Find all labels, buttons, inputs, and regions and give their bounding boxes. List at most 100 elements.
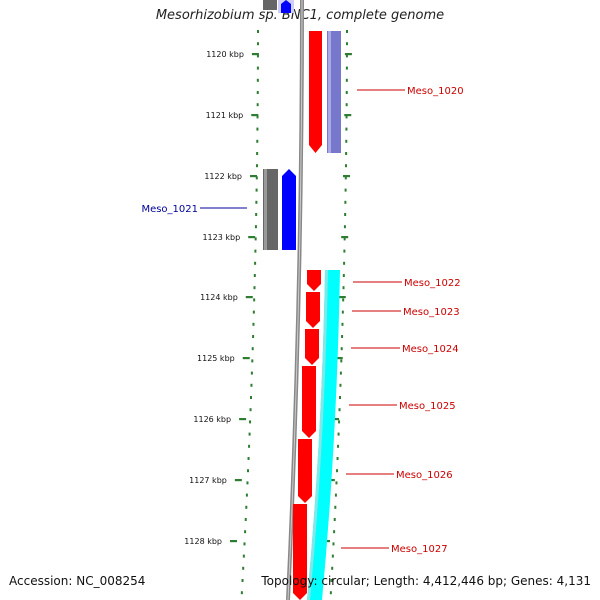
tick-dot-left (255, 164, 258, 168)
tick-dot-right (340, 359, 343, 363)
tick-dot-left (252, 322, 255, 326)
gene-arrow-meso-1023 (306, 292, 320, 328)
tick-mark-left (245, 296, 253, 299)
tick-dot-left (256, 54, 259, 58)
tick-label: 1120 kbp (206, 50, 244, 59)
tick-mark-left (239, 418, 247, 421)
tick-dot-right (345, 42, 348, 46)
tick-dot-left (249, 408, 252, 412)
tick-dot-left (251, 359, 254, 363)
tick-dot-left (253, 286, 256, 290)
gene-label: Meso_1023 (403, 307, 460, 318)
tick-dot-left (250, 371, 253, 375)
top-reverse-cds (263, 0, 277, 10)
tick-dot-right (341, 322, 344, 326)
tick-dot-left (255, 200, 258, 204)
tick-dot-left (247, 469, 250, 473)
tick-label: 1125 kbp (197, 354, 235, 363)
tick-marks: 1120 kbp 1121 kbp 1122 kbp 1123 kbp 1124 kbp… (184, 50, 352, 546)
tick-dot-left (250, 383, 253, 387)
backbone (286, 0, 304, 600)
tick-dot-right (344, 200, 347, 204)
tick-dot-left (256, 42, 259, 46)
tick-dot-right (345, 91, 348, 94)
tick-dot-left (247, 457, 250, 460)
tick-dot-right (343, 237, 346, 241)
tick-label: 1122 kbp (204, 172, 242, 181)
topology-text: Topology: circular; Length: 4,412,446 bp… (261, 574, 591, 588)
tick-dot-left (251, 347, 254, 351)
tick-dot-right (344, 164, 347, 168)
tick-dot-right (345, 103, 348, 107)
tick-dot-right (345, 30, 348, 33)
gene-labels: Meso_1020 Meso_1021 Meso_1022 Meso_1023 Meso… (141, 86, 463, 555)
tick-dot-left (244, 518, 247, 521)
tick-dot-right (339, 371, 342, 375)
tick-dot-right (336, 469, 339, 473)
gene-arrow-meso-1021 (282, 169, 296, 250)
tick-dot-right (333, 530, 336, 534)
tick-label: 1123 kbp (202, 233, 240, 242)
accession-text: Accession: NC_008254 (9, 574, 146, 588)
tick-dot-left (248, 444, 251, 448)
tick-dot-right (344, 188, 347, 192)
tick-dot-left (256, 115, 259, 119)
gene-arrow-meso-1020 (309, 31, 322, 153)
tick-dot-right (334, 505, 337, 509)
gene-arrow-meso-1026 (298, 439, 312, 503)
backbone-highlight (287, 0, 303, 600)
tick-mark-right (338, 296, 346, 299)
tick-dot-right (344, 213, 347, 216)
tick-dot-left (256, 30, 259, 33)
tick-dot-right (345, 54, 348, 58)
tick-mark-left (234, 479, 242, 482)
tick-dot-right (345, 66, 348, 70)
tick-label: 1128 kbp (184, 537, 222, 546)
tick-dot-left (250, 396, 253, 399)
tick-dot-left (254, 261, 257, 265)
tick-dot-right (332, 542, 335, 546)
tick-label: 1124 kbp (200, 293, 238, 302)
tick-dot-right (343, 261, 346, 265)
tick-dot-left (253, 298, 256, 302)
gene-label: Meso_1025 (399, 401, 456, 412)
top-reverse-gene (281, 0, 291, 13)
tick-dot-left (245, 493, 248, 497)
tick-dot-right (331, 554, 334, 558)
tick-dot-right (342, 286, 345, 290)
tick-dot-left (253, 274, 256, 277)
tick-label: 1126 kbp (193, 415, 231, 424)
tick-dot-left (246, 481, 249, 485)
tick-mark-left (251, 114, 259, 117)
tick-mark-left (248, 236, 256, 239)
tick-dot-right (345, 139, 348, 143)
cds-meso-1020-shade (328, 31, 331, 153)
tick-mark-right (341, 236, 349, 239)
tick-mark-right (332, 418, 340, 421)
tick-label: 1121 kbp (206, 111, 244, 120)
tick-dot-left (254, 249, 257, 253)
gene-label: Meso_1026 (396, 470, 453, 481)
tick-dot-left (252, 335, 255, 338)
tick-dot-right (338, 420, 341, 424)
cds-band-cyan-shade (307, 270, 328, 600)
tick-dot-left (256, 66, 259, 70)
tick-dot-left (256, 139, 259, 143)
tick-dot-right (340, 347, 343, 351)
tick-dot-right (345, 78, 348, 82)
tick-dot-right (336, 457, 339, 460)
tick-dot-left (254, 225, 257, 229)
tick-dot-left (256, 152, 259, 155)
cds-meso-1021-shade (264, 169, 267, 250)
tick-dot-left (255, 188, 258, 192)
gene-arrow-meso-1022 (307, 270, 321, 291)
tick-dot-left (242, 566, 245, 570)
tick-dot-right (345, 115, 348, 119)
tick-mark-right (344, 114, 352, 117)
tick-dot-left (244, 530, 247, 534)
tick-mark-left (250, 175, 258, 178)
tick-dot-right (343, 249, 346, 253)
tick-dot-left (256, 78, 259, 82)
